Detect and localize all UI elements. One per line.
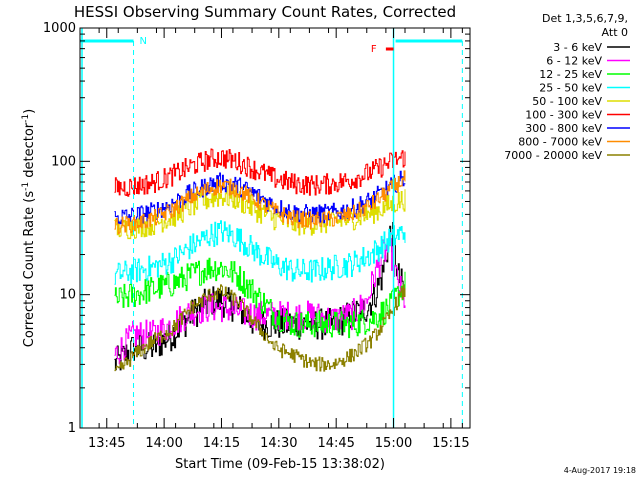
legend-label: 7000 - 20000 keV — [504, 149, 602, 162]
x-tick-label: 14:30 — [260, 436, 297, 451]
y-tick-label: 1 — [68, 421, 76, 436]
plot-frame — [79, 27, 471, 429]
series-line-25to50keV — [114, 220, 406, 285]
flare-label: F — [371, 44, 377, 55]
series-line-7000to20000keV — [114, 284, 406, 372]
x-axis-ticks: 13:45 14:00 14:15 14:30 14:45 15:00 15:15 — [79, 28, 470, 451]
series-line-50to100keV — [114, 185, 406, 240]
series-line-100to300keV — [114, 148, 406, 197]
x-tick-label: 14:15 — [203, 436, 240, 451]
legend-label: 3 - 6 keV — [553, 41, 602, 54]
x-tick-label: 15:15 — [432, 436, 469, 451]
legend-header-attenuator: Att 0 — [602, 26, 628, 39]
y-tick-label: 1000 — [43, 21, 76, 36]
x-tick-label: 14:45 — [317, 436, 354, 451]
x-tick-label: 15:00 — [375, 436, 412, 451]
timestamp: 4-Aug-2017 19:18 — [564, 466, 636, 475]
x-tick-label: 13:45 — [88, 436, 125, 451]
x-tick-label: 14:00 — [145, 436, 182, 451]
legend-label: 12 - 25 keV — [539, 68, 602, 81]
series-line-12to25keV — [114, 257, 406, 339]
legend-label: 50 - 100 keV — [532, 95, 602, 108]
legend-label: 25 - 50 keV — [539, 82, 602, 95]
y-axis-label: Corrected Count Rate (s-1 detector-1) — [21, 109, 37, 347]
series-layer — [114, 148, 406, 372]
chart-title: HESSI Observing Summary Count Rates, Cor… — [74, 3, 456, 21]
series-line-800to7000keV — [114, 170, 406, 235]
legend-label: 800 - 7000 keV — [518, 136, 602, 149]
x-axis-label: Start Time (09-Feb-15 13:38:02) — [175, 457, 385, 472]
y-tick-label: 100 — [51, 154, 76, 169]
legend-label: 100 - 300 keV — [525, 109, 602, 122]
legend-label: 300 - 800 keV — [525, 122, 602, 135]
legend-header-detectors: Det 1,3,5,6,7,9, — [542, 12, 628, 25]
marker-layer: NF — [80, 28, 463, 428]
y-tick-label: 10 — [59, 288, 76, 303]
legend-label: 6 - 12 keV — [546, 55, 602, 68]
y-axis-ticks: 1 10 100 1000 — [43, 21, 470, 436]
night-label: N — [140, 36, 147, 47]
